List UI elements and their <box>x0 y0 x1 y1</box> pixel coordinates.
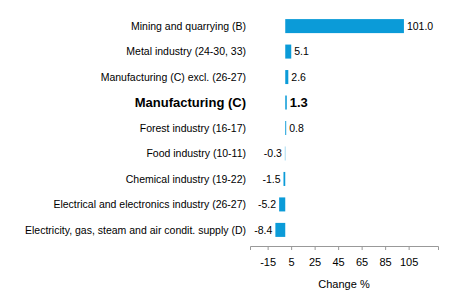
bar <box>275 223 285 237</box>
tick: 85 <box>380 246 392 268</box>
tick-mark <box>409 246 410 250</box>
tick-mark <box>362 246 363 250</box>
bar <box>285 121 287 135</box>
tick: -15 <box>260 246 276 268</box>
category-label: Manufacturing (C) excl. (26-27) <box>101 71 246 83</box>
bar <box>284 146 285 160</box>
category-label: Forest industry (16-17) <box>140 122 246 134</box>
category-label: Manufacturing (C) <box>135 95 246 110</box>
tick-mark <box>315 246 316 250</box>
bar <box>285 70 288 84</box>
data-label: 2.6 <box>291 71 306 83</box>
category-label: Electricity, gas, steam and air condit. … <box>25 224 246 236</box>
category-label: Food industry (10-11) <box>146 147 246 159</box>
tick: 5 <box>289 246 295 268</box>
tick-label: 85 <box>380 256 392 268</box>
data-label: 0.8 <box>289 122 304 134</box>
tick-label: 25 <box>309 256 321 268</box>
data-label: -0.3 <box>264 147 282 159</box>
bar <box>285 96 287 110</box>
bar <box>279 197 285 211</box>
data-label: 1.3 <box>290 95 308 110</box>
tick-mark <box>268 246 269 250</box>
data-label: -5.2 <box>258 198 276 210</box>
tick-label: 65 <box>356 256 368 268</box>
axis-line <box>251 247 439 251</box>
data-labels: 101.0 5.1 2.6 1.3 0.8 -0.3 -1.5 -5.2 -8.4 <box>254 20 433 236</box>
data-label: 101.0 <box>407 20 433 32</box>
tick-label: 45 <box>333 256 345 268</box>
tick-mark <box>338 246 339 250</box>
tick: 65 <box>356 246 368 268</box>
category-labels: Mining and quarrying (B) Metal industry (… <box>25 20 246 236</box>
tick: 105 <box>400 246 418 268</box>
bar <box>285 45 291 59</box>
tick-mark <box>291 246 292 250</box>
data-label: -8.4 <box>254 224 272 236</box>
data-label: 5.1 <box>294 45 309 57</box>
tick-label: 105 <box>400 256 418 268</box>
category-label: Chemical industry (19-22) <box>126 173 246 185</box>
bars <box>275 19 404 237</box>
category-label: Mining and quarrying (B) <box>131 20 246 32</box>
axis-title: Change % <box>318 278 370 290</box>
tick-mark <box>385 246 386 250</box>
tick-label: -15 <box>260 256 276 268</box>
tick-label: 5 <box>289 256 295 268</box>
tick: 45 <box>333 246 345 268</box>
category-label: Electrical and electronics industry (26-… <box>53 198 246 210</box>
data-label: -1.5 <box>262 173 280 185</box>
bar <box>283 172 285 186</box>
chart: Mining and quarrying (B) Metal industry (… <box>0 0 454 302</box>
tick: 25 <box>309 246 321 268</box>
category-label: Metal industry (24-30, 33) <box>126 45 246 57</box>
bar <box>285 19 404 33</box>
x-axis: -15 5 25 45 65 85 105 <box>251 246 439 268</box>
